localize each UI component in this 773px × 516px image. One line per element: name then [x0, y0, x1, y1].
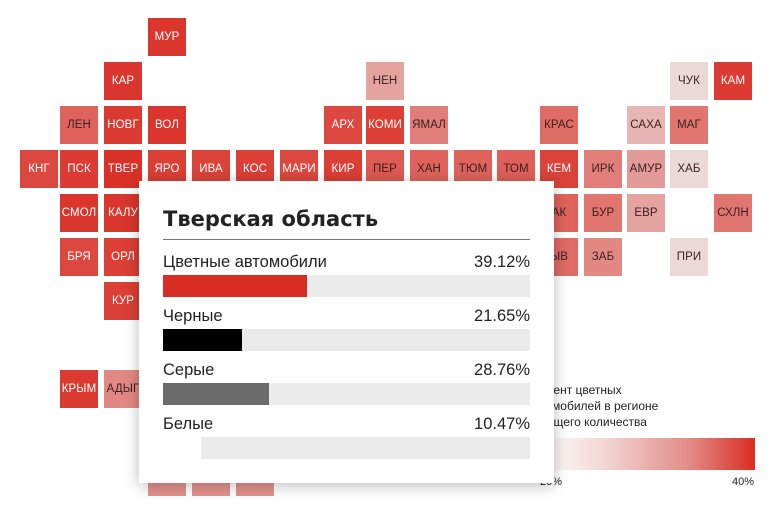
region-tile[interactable]: ВОЛ: [148, 106, 186, 144]
row-value: 10.47%: [474, 415, 530, 433]
row-label: Белые: [163, 415, 214, 433]
bar-fill-black: [163, 329, 243, 351]
region-tile[interactable]: САХА: [627, 106, 665, 144]
region-tile[interactable]: НЕН: [366, 62, 404, 100]
bar-track: [163, 275, 530, 297]
region-tile[interactable]: КЕМ: [540, 150, 578, 188]
region-tile[interactable]: ОРЛ: [104, 238, 142, 276]
region-tile[interactable]: ИРК: [584, 150, 622, 188]
region-tile[interactable]: НОВГ: [104, 106, 142, 144]
bar-track: [163, 329, 530, 351]
row-label: Цветные автомобили: [163, 253, 327, 271]
region-tile[interactable]: ЯМАЛ: [410, 106, 448, 144]
row-value: 39.12%: [474, 253, 530, 271]
row-value: 28.76%: [474, 361, 530, 379]
region-tile[interactable]: КАР: [104, 62, 142, 100]
tooltip-title: Тверская область: [163, 203, 530, 240]
region-tile[interactable]: ЗАБ: [584, 238, 622, 276]
row-label: Серые: [163, 361, 215, 379]
bar-track: [163, 437, 530, 459]
region-tile[interactable]: КОМИ: [366, 106, 404, 144]
region-tile[interactable]: МУР: [148, 18, 186, 56]
region-tile[interactable]: СХЛН: [714, 194, 752, 232]
bar-fill-colored: [163, 275, 307, 297]
region-tile[interactable]: ЛЕН: [60, 106, 98, 144]
region-tile[interactable]: МАГ: [670, 106, 708, 144]
region-tile[interactable]: КНГ: [20, 150, 58, 188]
region-tile[interactable]: ЧУК: [670, 62, 708, 100]
region-tile[interactable]: ТВЕР: [104, 150, 142, 188]
region-tile[interactable]: АДЫГ: [104, 370, 142, 408]
region-tile[interactable]: КУР: [104, 282, 142, 320]
region-tile[interactable]: КАЛУ: [104, 194, 142, 232]
region-tile[interactable]: ХАБ: [670, 150, 708, 188]
region-tile[interactable]: КАМ: [714, 62, 752, 100]
legend-max-label: 40%: [732, 476, 755, 488]
region-tooltip: Тверская область Цветные автомобили 39.1…: [139, 181, 554, 483]
region-tile[interactable]: АМУР: [627, 150, 665, 188]
bar-track: [163, 383, 530, 405]
tooltip-row-black: Черные 21.65%: [163, 302, 530, 356]
legend-title: оцент цветных томобилей в регионе общего…: [540, 383, 659, 429]
bar-fill-white: [163, 437, 202, 459]
region-tile[interactable]: КРЫМ: [60, 370, 98, 408]
bar-fill-gray: [163, 383, 269, 405]
region-tile[interactable]: СМОЛ: [60, 194, 98, 232]
tooltip-row-gray: Серые 28.76%: [163, 356, 530, 410]
region-tile[interactable]: ЕВР: [627, 194, 665, 232]
tooltip-row-colored: Цветные автомобили 39.12%: [163, 248, 530, 302]
region-tile[interactable]: ПРИ: [670, 238, 708, 276]
tooltip-row-white: Белые 10.47%: [163, 410, 530, 464]
region-tile[interactable]: КРАС: [540, 106, 578, 144]
row-value: 21.65%: [474, 307, 530, 325]
region-tile[interactable]: ПСК: [60, 150, 98, 188]
region-tile[interactable]: АРХ: [324, 106, 362, 144]
region-tile[interactable]: БРЯ: [60, 238, 98, 276]
row-label: Черные: [163, 307, 223, 325]
legend-gradient-bar: [540, 438, 755, 470]
region-tile[interactable]: БУР: [584, 194, 622, 232]
